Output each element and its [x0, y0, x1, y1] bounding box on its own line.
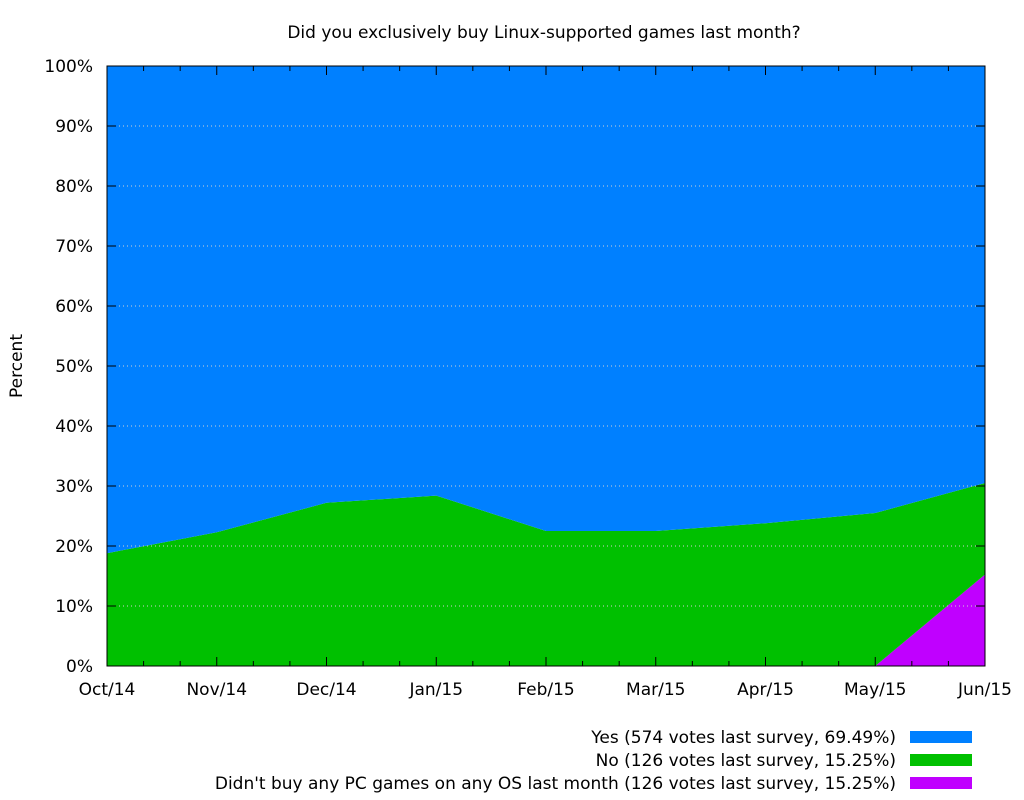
x-tick-label: Oct/14 — [79, 680, 136, 700]
legend-label: Didn't buy any PC games on any OS last m… — [215, 774, 896, 794]
x-tick-label: Feb/15 — [517, 680, 574, 700]
x-tick-label: Dec/14 — [296, 680, 356, 700]
area-series-1 — [107, 483, 985, 666]
y-tick-label: 90% — [55, 117, 93, 137]
x-tick-label: Mar/15 — [626, 680, 685, 700]
legend-label: Yes (574 votes last survey, 69.49%) — [590, 728, 896, 748]
y-tick-label: 20% — [55, 537, 93, 557]
y-tick-label: 80% — [55, 177, 93, 197]
legend-swatch — [910, 731, 972, 743]
y-tick-label: 50% — [55, 357, 93, 377]
y-axis-label: Percent — [7, 334, 27, 398]
chart-title: Did you exclusively buy Linux-supported … — [287, 23, 800, 43]
legend-swatch — [910, 754, 972, 766]
y-tick-label: 40% — [55, 417, 93, 437]
legend-swatch — [910, 777, 972, 789]
y-tick-label: 30% — [55, 477, 93, 497]
x-tick-label: May/15 — [844, 680, 907, 700]
legend-label: No (126 votes last survey, 15.25%) — [596, 751, 896, 771]
x-tick-label: Nov/14 — [186, 680, 247, 700]
area-series-0 — [107, 574, 985, 666]
y-tick-label: 100% — [44, 57, 93, 77]
area-series-2 — [107, 66, 985, 554]
y-tick-label: 60% — [55, 297, 93, 317]
x-tick-label: Jan/15 — [408, 680, 463, 700]
y-tick-label: 0% — [66, 657, 93, 677]
x-tick-label: Jun/15 — [957, 680, 1012, 700]
x-tick-label: Apr/15 — [737, 680, 794, 700]
y-tick-label: 70% — [55, 237, 93, 257]
y-tick-label: 10% — [55, 597, 93, 617]
